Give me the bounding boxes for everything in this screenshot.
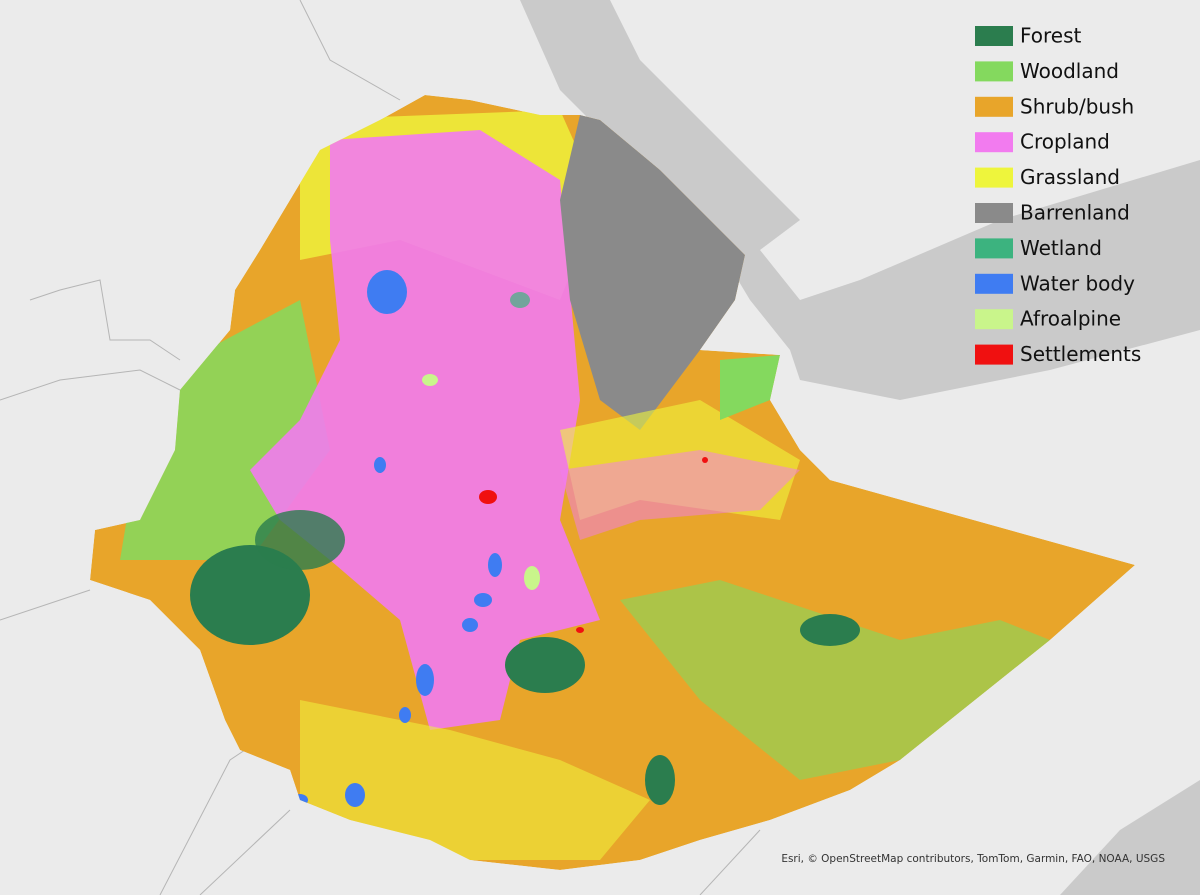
legend-swatch [975,132,1013,153]
land-cover-patch [250,130,600,730]
border [29,279,181,361]
land-cover-patch [800,614,860,646]
sea [1060,780,1200,895]
legend-label: Forest [1020,24,1082,48]
border [0,589,91,621]
legend-swatch [975,167,1013,188]
land-cover-patch [345,783,365,807]
legend: Forest Woodland Shrub/bush Cropland Grasslan… [975,24,1141,366]
legend-swatch [975,61,1013,82]
legend-label: Grassland [1020,165,1120,189]
land-cover-patch [462,618,478,632]
border [699,829,761,895]
land-cover-patch [190,545,310,645]
land-cover-patch [505,637,585,693]
land-cover-patch [524,566,540,590]
legend-label: Afroalpine [1020,307,1121,331]
land-cover-patch [560,450,800,540]
land-cover-patch [479,490,497,504]
legend-label: Wetland [1020,236,1102,260]
legend-swatch [975,26,1013,46]
legend-swatch [975,344,1013,365]
legend-label: Water body [1020,271,1135,295]
attribution: Esri, © OpenStreetMap contributors, TomT… [781,853,1165,865]
border [199,809,291,895]
land-cover-patch [720,355,780,420]
land-cover-patch [374,457,386,473]
land-cover-patch [620,580,1050,780]
land-cover-patch [488,553,502,577]
legend-swatch [975,96,1013,117]
land-cover-patch [367,270,407,314]
legend-label: Cropland [1020,130,1110,154]
land-cover-patch [255,510,345,570]
land-cover-patch [510,292,530,308]
legend-swatch [975,203,1013,223]
land-cover-patch [560,115,745,430]
land-cover-patch [422,374,438,386]
legend-label: Settlements [1020,342,1141,366]
land-cover-patch [702,457,708,463]
land-cover [90,95,1135,870]
land-cover-patch [474,593,492,607]
border [0,369,181,401]
legend-label: Woodland [1020,59,1119,83]
legend-swatch [975,238,1013,259]
sea [520,0,1200,400]
legend-swatch [975,273,1013,294]
land-cover-patch [300,700,650,860]
land-cover-patch [576,627,584,633]
land-cover-patch [416,664,434,696]
land-cover-patch [399,707,411,723]
legend-label: Shrub/bush [1020,94,1134,118]
legend-swatch [975,309,1013,330]
land-cover-patch [645,755,675,805]
legend-label: Barrenland [1020,201,1130,225]
border [299,0,401,101]
